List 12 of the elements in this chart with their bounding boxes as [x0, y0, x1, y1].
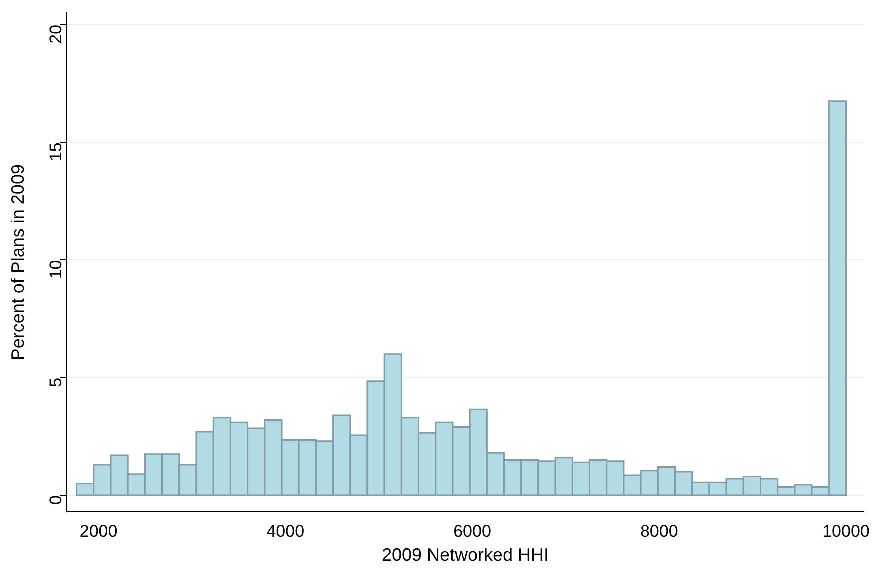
x-tick-label: 4000	[266, 522, 305, 541]
y-tick-label: 0	[46, 496, 66, 505]
x-tick-label: 2000	[80, 522, 118, 541]
y-tick-label: 20	[46, 24, 66, 44]
x-tick-label: 6000	[454, 522, 492, 541]
y-tick-label: 10	[46, 260, 66, 280]
x-tick-label: 10000	[822, 522, 870, 541]
x-axis-title: 2009 Networked HHI	[382, 545, 550, 566]
x-tick-label: 8000	[640, 522, 678, 541]
y-tick-label: 5	[46, 378, 66, 388]
y-tick-label: 15	[46, 142, 66, 162]
y-axis-title: Percent of Plans in 2009	[8, 164, 28, 361]
